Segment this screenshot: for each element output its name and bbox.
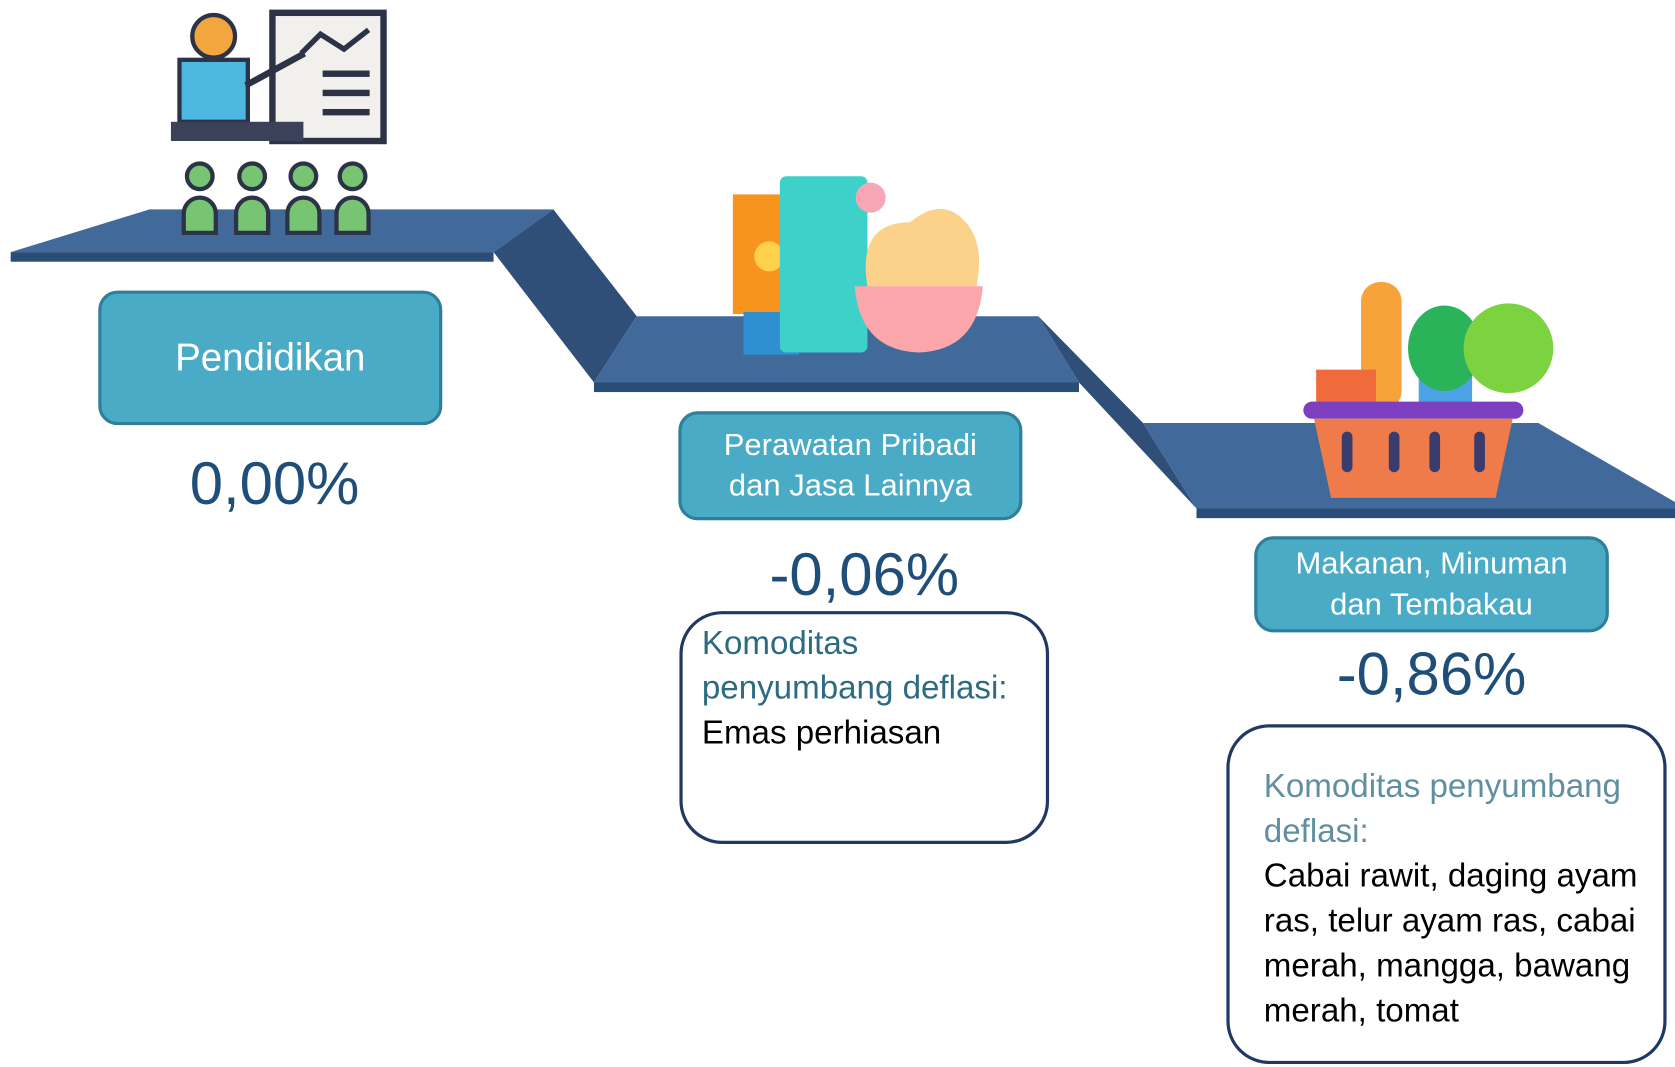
category-value: -0,06%	[679, 539, 1049, 608]
note-title: Komoditas penyumbang deflasi:	[702, 621, 1040, 711]
category-value: -0,86%	[1254, 639, 1609, 708]
category-label: Makanan, Minuman dan Tembakau	[1254, 536, 1609, 632]
note-text: Emas perhiasan	[702, 710, 1040, 755]
note-box: Komoditas penyumbang deflasi: Emas perhi…	[679, 611, 1049, 844]
category-value: 0,00%	[98, 449, 451, 518]
note-text: Cabai rawit, daging ayam ras, telur ayam…	[1264, 854, 1657, 1033]
note-box: Komoditas penyumbang deflasi: Cabai rawi…	[1226, 724, 1666, 1064]
canvas: Pendidikan 0,00% Perawatan Pribadi dan J…	[0, 0, 1675, 1067]
category-label: Perawatan Pribadi dan Jasa Lainnya	[678, 411, 1022, 520]
note-title: Komoditas penyumbang deflasi:	[1264, 764, 1657, 854]
category-label: Pendidikan	[98, 291, 442, 426]
infographic: Pendidikan 0,00% Perawatan Pribadi dan J…	[0, 0, 1675, 1067]
